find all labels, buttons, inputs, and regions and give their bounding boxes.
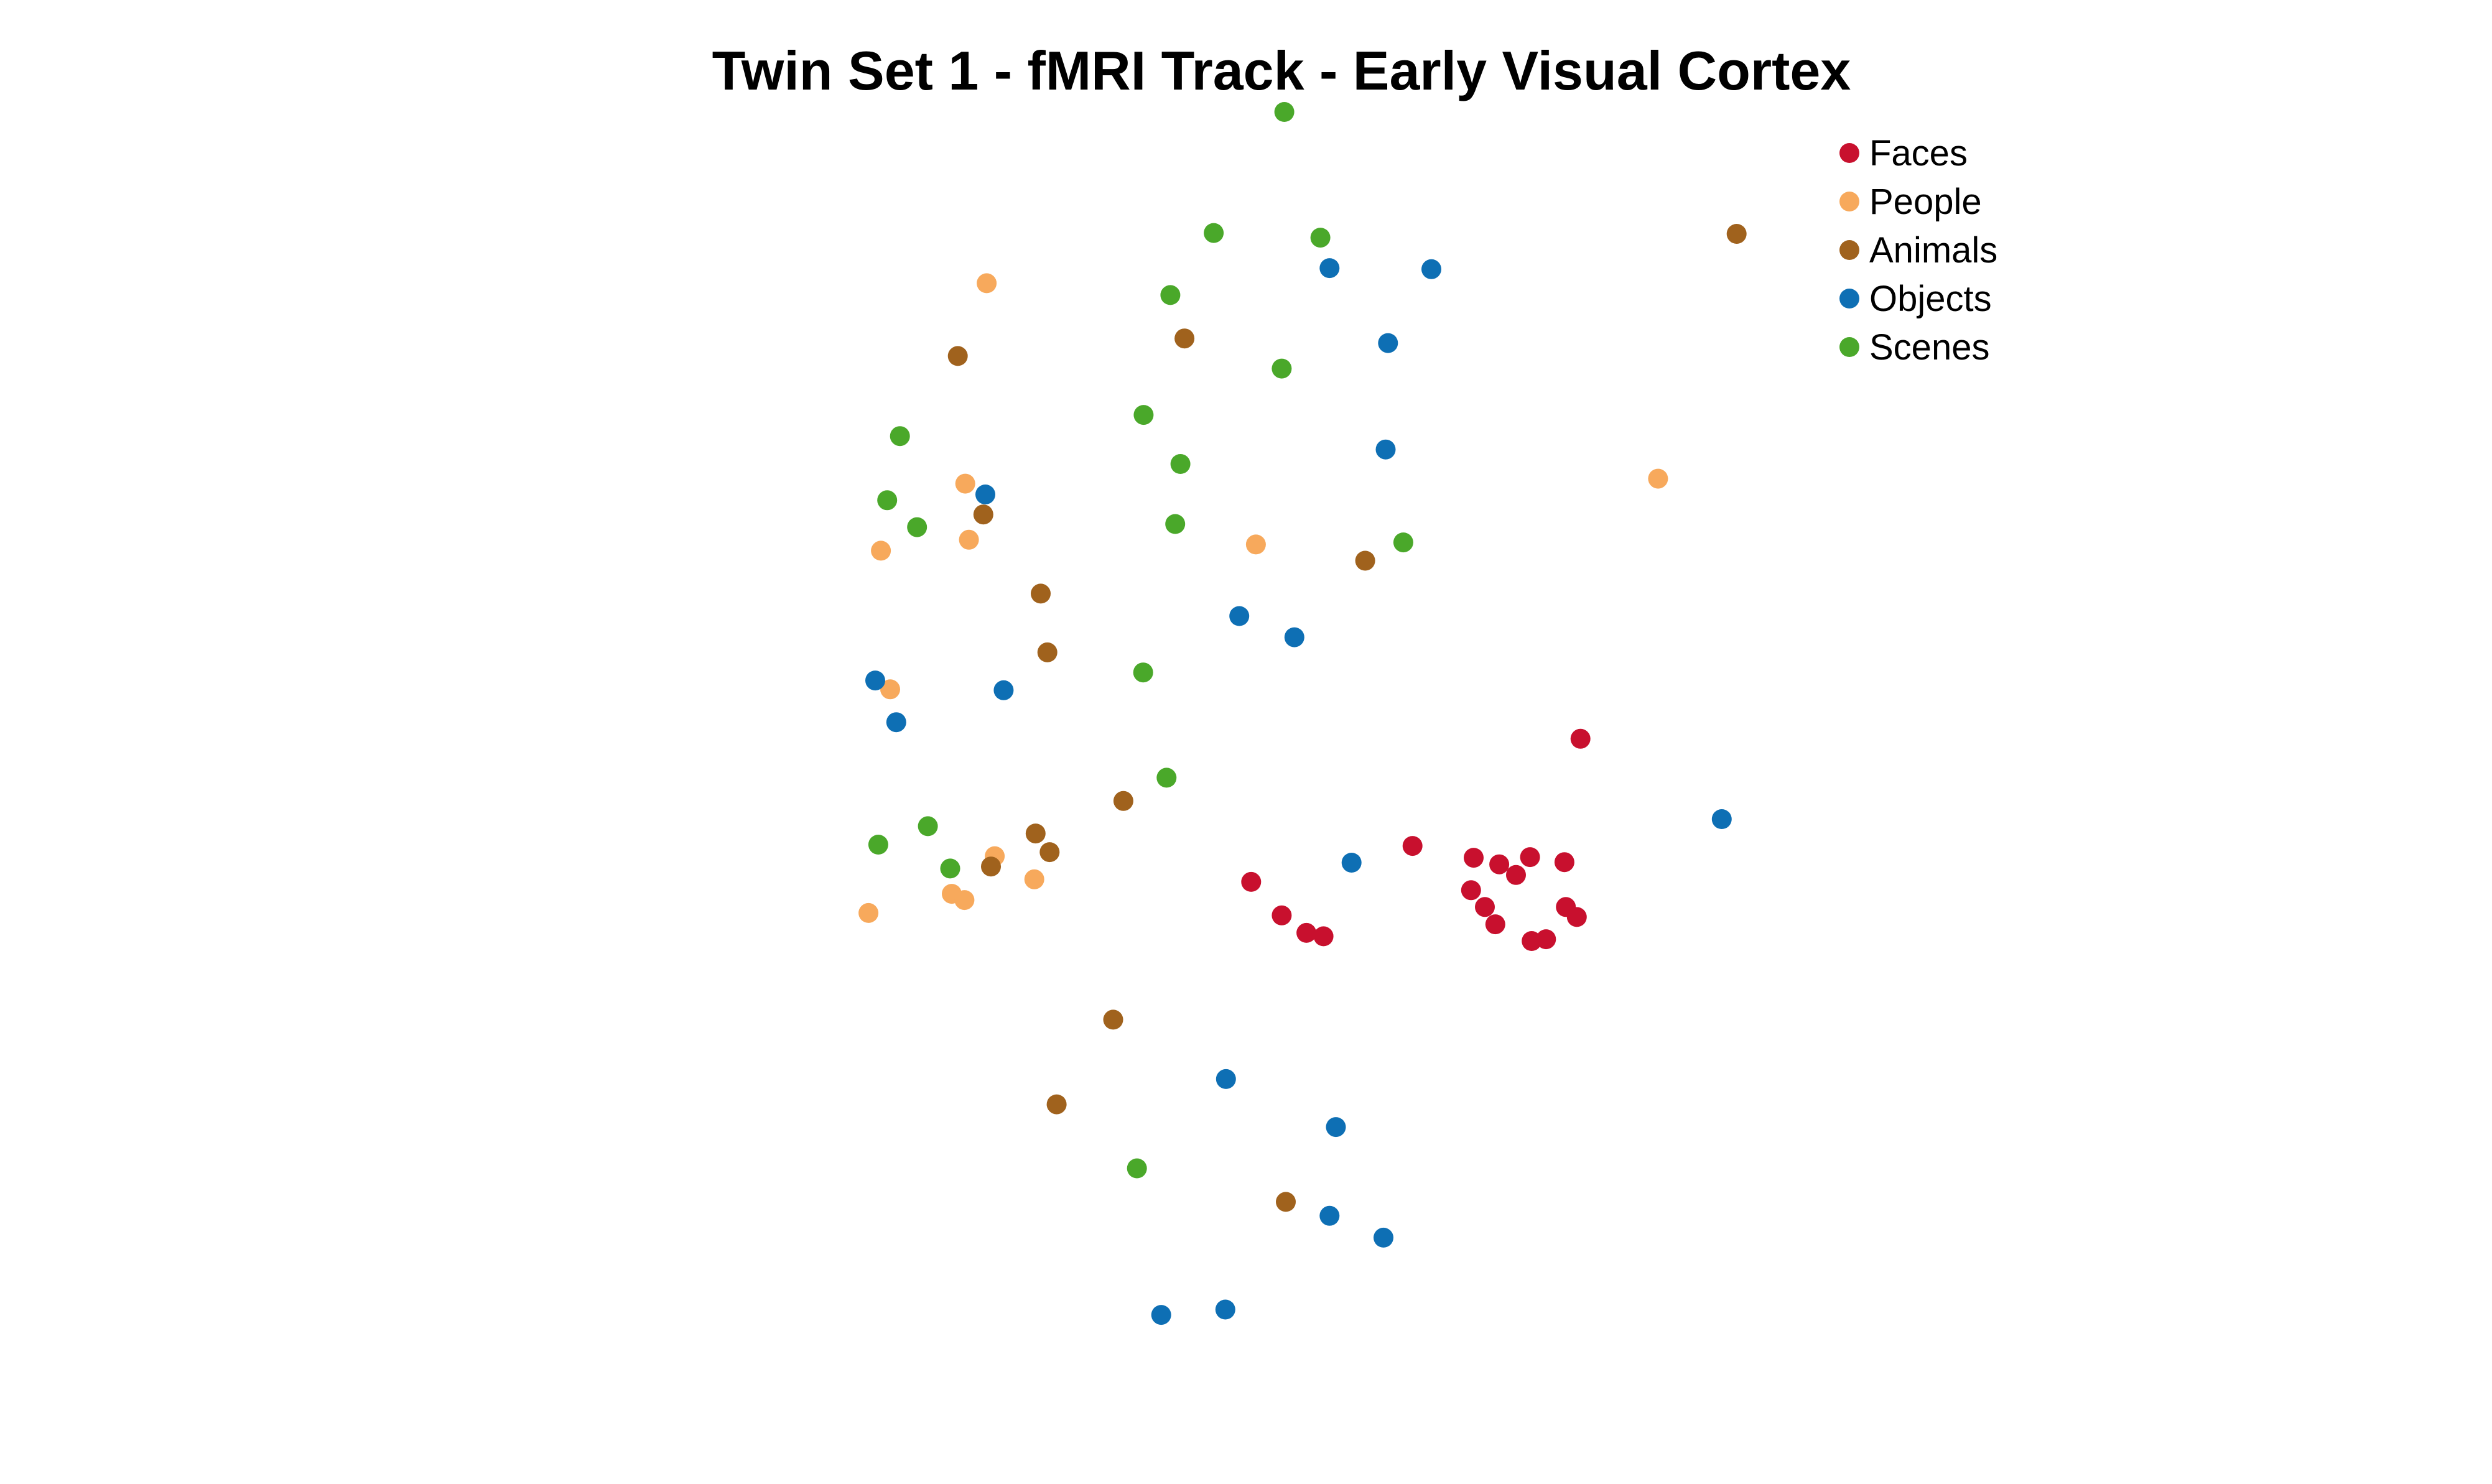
point-scenes-12: [1393, 532, 1413, 553]
point-animals-12: [1355, 550, 1375, 571]
point-scenes-2: [1204, 223, 1224, 243]
point-animals-8: [1039, 842, 1060, 863]
point-faces-15: [1272, 905, 1292, 925]
point-scenes-11: [1165, 514, 1186, 534]
point-people-8: [954, 890, 975, 911]
point-scenes-14: [1156, 768, 1177, 788]
point-faces-4: [1489, 854, 1510, 874]
point-objects-10: [886, 712, 906, 733]
point-scenes-1: [1274, 102, 1295, 122]
point-objects-9: [993, 680, 1014, 700]
legend-item-people: People: [1839, 182, 1982, 222]
point-people-3: [959, 529, 979, 550]
point-people-5: [880, 679, 900, 700]
point-objects-16: [1374, 1227, 1393, 1248]
point-animals-5: [1037, 642, 1058, 662]
point-people-4: [871, 540, 891, 561]
point-scenes-15: [918, 816, 938, 837]
point-objects-12: [1711, 809, 1732, 829]
point-animals-2: [1174, 328, 1195, 349]
legend-label-faces: Faces: [1869, 133, 1968, 174]
point-animals-10: [1103, 1009, 1123, 1030]
legend-label-scenes: Scenes: [1869, 327, 1989, 368]
point-animals-4: [1031, 583, 1051, 604]
point-faces-17: [1296, 922, 1317, 943]
legend-item-faces: Faces: [1839, 133, 1968, 174]
legend-item-objects: Objects: [1839, 279, 1992, 319]
point-objects-8: [865, 670, 885, 691]
point-people-1: [977, 273, 997, 294]
point-animals-1: [947, 346, 968, 366]
point-objects-1: [1319, 258, 1340, 279]
point-faces-3: [1464, 848, 1484, 868]
point-scenes-18: [1127, 1158, 1147, 1179]
point-people-9: [1024, 869, 1044, 889]
legend-item-scenes: Scenes: [1839, 327, 1989, 368]
point-objects-5: [975, 485, 995, 504]
legend-marker-faces: [1839, 143, 1859, 163]
point-people-11: [1245, 534, 1266, 555]
point-scenes-5: [1272, 358, 1292, 379]
point-faces-6: [1506, 865, 1526, 885]
point-animals-14: [1726, 224, 1747, 244]
legend: Faces People Animals Objects Scenes: [1839, 133, 1997, 368]
legend-label-animals: Animals: [1869, 230, 1997, 271]
point-animals-13: [1276, 1192, 1296, 1212]
point-objects-6: [1229, 606, 1250, 626]
point-scenes-3: [1310, 228, 1331, 248]
point-objects-11: [1341, 853, 1362, 873]
point-scenes-17: [940, 858, 960, 879]
point-scenes-16: [868, 835, 888, 855]
point-scenes-13: [1133, 662, 1153, 683]
point-objects-14: [1326, 1117, 1346, 1138]
point-scenes-7: [1170, 454, 1191, 474]
legend-label-objects: Objects: [1869, 279, 1992, 319]
point-faces-5: [1520, 847, 1540, 868]
point-faces-10: [1461, 880, 1481, 901]
point-scenes-4: [1160, 285, 1181, 305]
point-faces-14: [1566, 907, 1587, 927]
point-faces-2: [1402, 836, 1423, 856]
legend-marker-objects: [1839, 289, 1859, 308]
legend-item-animals: Animals: [1839, 230, 1997, 271]
point-animals-6: [1113, 791, 1133, 811]
point-faces-13: [1522, 931, 1542, 951]
legend-marker-animals: [1839, 240, 1859, 260]
point-faces-18: [1241, 871, 1262, 892]
point-scenes-10: [907, 517, 928, 537]
point-scenes-6: [1133, 405, 1154, 425]
chart-title: Twin Set 1 - fMRI Track - Early Visual C…: [712, 40, 1851, 101]
legend-marker-scenes: [1839, 337, 1859, 357]
point-faces-16: [1313, 926, 1334, 947]
point-people-12: [1648, 468, 1668, 489]
point-objects-7: [1284, 627, 1304, 647]
point-objects-17: [1151, 1305, 1171, 1325]
point-animals-9: [981, 856, 1001, 877]
point-people-10: [858, 902, 879, 923]
legend-marker-people: [1839, 192, 1859, 211]
legend-label-people: People: [1869, 182, 1982, 222]
point-scenes-9: [877, 490, 898, 511]
point-faces-7: [1554, 852, 1574, 873]
point-animals-11: [1046, 1094, 1067, 1115]
point-objects-18: [1215, 1299, 1235, 1320]
point-animals-7: [1025, 823, 1046, 844]
point-objects-3: [1378, 333, 1398, 353]
point-objects-13: [1216, 1069, 1236, 1089]
point-people-2: [955, 473, 975, 494]
points-layer: [858, 102, 1747, 1325]
point-faces-8: [1485, 914, 1505, 935]
point-faces-1: [1570, 728, 1591, 749]
point-objects-4: [1375, 439, 1396, 460]
point-animals-3: [973, 504, 993, 525]
point-objects-2: [1421, 259, 1441, 279]
point-objects-15: [1319, 1205, 1340, 1226]
point-faces-9: [1475, 897, 1495, 917]
point-scenes-8: [890, 426, 910, 447]
